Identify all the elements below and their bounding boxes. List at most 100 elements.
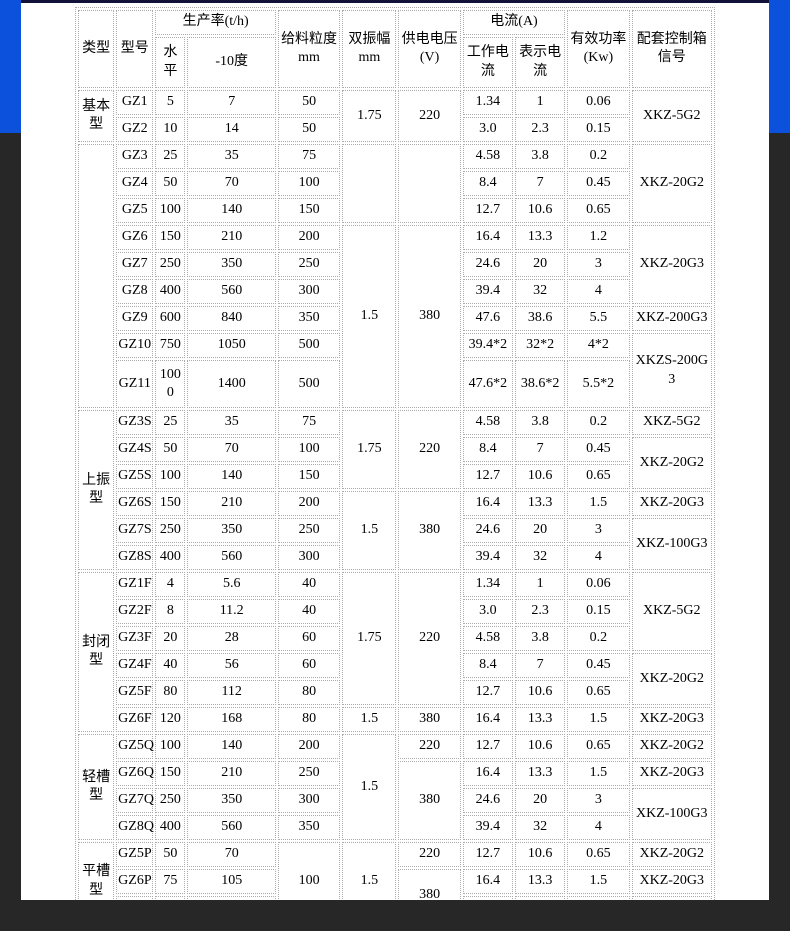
cell: XKZ-20G3 xyxy=(631,707,712,732)
header-cell: 表示电流 xyxy=(515,37,566,88)
cell xyxy=(398,144,461,223)
cell: 100 xyxy=(277,842,341,900)
cell: 105 xyxy=(187,869,276,894)
cell: 200 xyxy=(277,225,341,250)
cell: 38.6*2 xyxy=(515,360,566,408)
cell: 1.5 xyxy=(567,869,630,894)
cell: GZ5Q xyxy=(116,734,154,759)
cell: XKZ-20G3 xyxy=(631,869,712,894)
cell: 560 xyxy=(187,545,276,570)
cell: 560 xyxy=(187,815,276,840)
cell: 300 xyxy=(277,279,341,304)
cell: 5.5*2 xyxy=(567,360,630,408)
cell: 0.65 xyxy=(567,198,630,223)
cell: 13.3 xyxy=(515,707,566,732)
cell: 250 xyxy=(155,518,186,543)
cell: 70 xyxy=(187,842,276,867)
cell: 400 xyxy=(155,815,186,840)
cell: 25 xyxy=(155,144,186,169)
cell: XKZ-20G2 xyxy=(631,653,712,705)
cell: 112 xyxy=(187,680,276,705)
cell: 50 xyxy=(277,117,341,142)
cell: GZ3S xyxy=(116,410,154,435)
cell: 140 xyxy=(187,464,276,489)
cell: 3.8 xyxy=(515,144,566,169)
cell xyxy=(78,144,115,408)
cell: 16.4 xyxy=(462,707,513,732)
cell: 35 xyxy=(187,144,276,169)
cell: 13.3 xyxy=(515,869,566,894)
cell: 250 xyxy=(277,252,341,277)
cell: 350 xyxy=(187,252,276,277)
cell: 0.2 xyxy=(567,410,630,435)
cell: 300 xyxy=(277,545,341,570)
cell: 60 xyxy=(277,626,341,651)
header-cell: 给料粒度 mm xyxy=(277,10,341,88)
cell: 0.65 xyxy=(567,734,630,759)
cell: 56 xyxy=(187,653,276,678)
cell: 12.7 xyxy=(462,734,513,759)
cell: 380 xyxy=(398,869,461,900)
cell: 380 xyxy=(398,225,461,408)
cell: 220 xyxy=(398,842,461,867)
cell: XKZ-5G2 xyxy=(631,410,712,435)
cell: 4 xyxy=(567,815,630,840)
cell: 75 xyxy=(277,410,341,435)
cell: 10.6 xyxy=(515,680,566,705)
cell: 3.0 xyxy=(462,117,513,142)
cell: XKZ-20G2 xyxy=(631,437,712,489)
cell: 0.06 xyxy=(567,572,630,597)
header-cell: 生产率(t/h) xyxy=(155,10,276,35)
cell: 39.4 xyxy=(462,279,513,304)
cell: 32 xyxy=(515,545,566,570)
cell: 840 xyxy=(187,306,276,331)
cell: 7 xyxy=(187,90,276,115)
cell: 1.75 xyxy=(342,410,397,489)
header-cell: 双振幅 mm xyxy=(342,10,397,88)
cell: GZ2F xyxy=(116,599,154,624)
cell: 12.7 xyxy=(462,198,513,223)
cell: 0.65 xyxy=(567,842,630,867)
cell: 200 xyxy=(277,491,341,516)
cell: 38.6 xyxy=(515,306,566,331)
cell: 3.0 xyxy=(462,599,513,624)
cell: 3.8 xyxy=(515,410,566,435)
cell: 40 xyxy=(277,572,341,597)
cell: 220 xyxy=(398,410,461,489)
cell: 140 xyxy=(187,198,276,223)
header-cell: 类型 xyxy=(78,10,115,88)
cell: GZ5F xyxy=(116,680,154,705)
cell: 1.75 xyxy=(342,90,397,142)
cell: 400 xyxy=(155,279,186,304)
cell: 24.6 xyxy=(462,788,513,813)
cell: XKZ-5G2 xyxy=(631,572,712,651)
cell: XKZ-20G3 xyxy=(631,225,712,304)
cell xyxy=(116,896,154,900)
cell: 1.5 xyxy=(342,734,397,840)
cell: 100 xyxy=(277,437,341,462)
header-cell: 供电电压 (V) xyxy=(398,10,461,88)
cell: 4 xyxy=(155,572,186,597)
cell: 10.6 xyxy=(515,198,566,223)
cell: 400 xyxy=(155,545,186,570)
cell: 封闭型 xyxy=(78,572,115,732)
cell: 50 xyxy=(155,842,186,867)
cell: 12.7 xyxy=(462,464,513,489)
cell xyxy=(515,896,566,900)
cell: 300 xyxy=(277,788,341,813)
cell: 200 xyxy=(277,734,341,759)
cell: GZ5 xyxy=(116,198,154,223)
cell: 100 xyxy=(277,171,341,196)
cell: 20 xyxy=(515,252,566,277)
cell: 13.3 xyxy=(515,761,566,786)
cell: 70 xyxy=(187,171,276,196)
cell: 120 xyxy=(155,707,186,732)
header-cell: 水平 xyxy=(155,37,186,88)
cell: XKZ-100G3 xyxy=(631,788,712,840)
cell: 20 xyxy=(515,518,566,543)
cell: 25 xyxy=(155,410,186,435)
cell: 35 xyxy=(187,410,276,435)
cell: 47.6 xyxy=(462,306,513,331)
cell: 220 xyxy=(398,734,461,759)
cell: XKZS-200G3 xyxy=(631,333,712,408)
